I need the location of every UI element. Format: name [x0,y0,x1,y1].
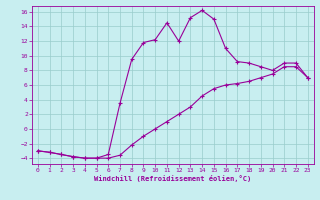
X-axis label: Windchill (Refroidissement éolien,°C): Windchill (Refroidissement éolien,°C) [94,175,252,182]
